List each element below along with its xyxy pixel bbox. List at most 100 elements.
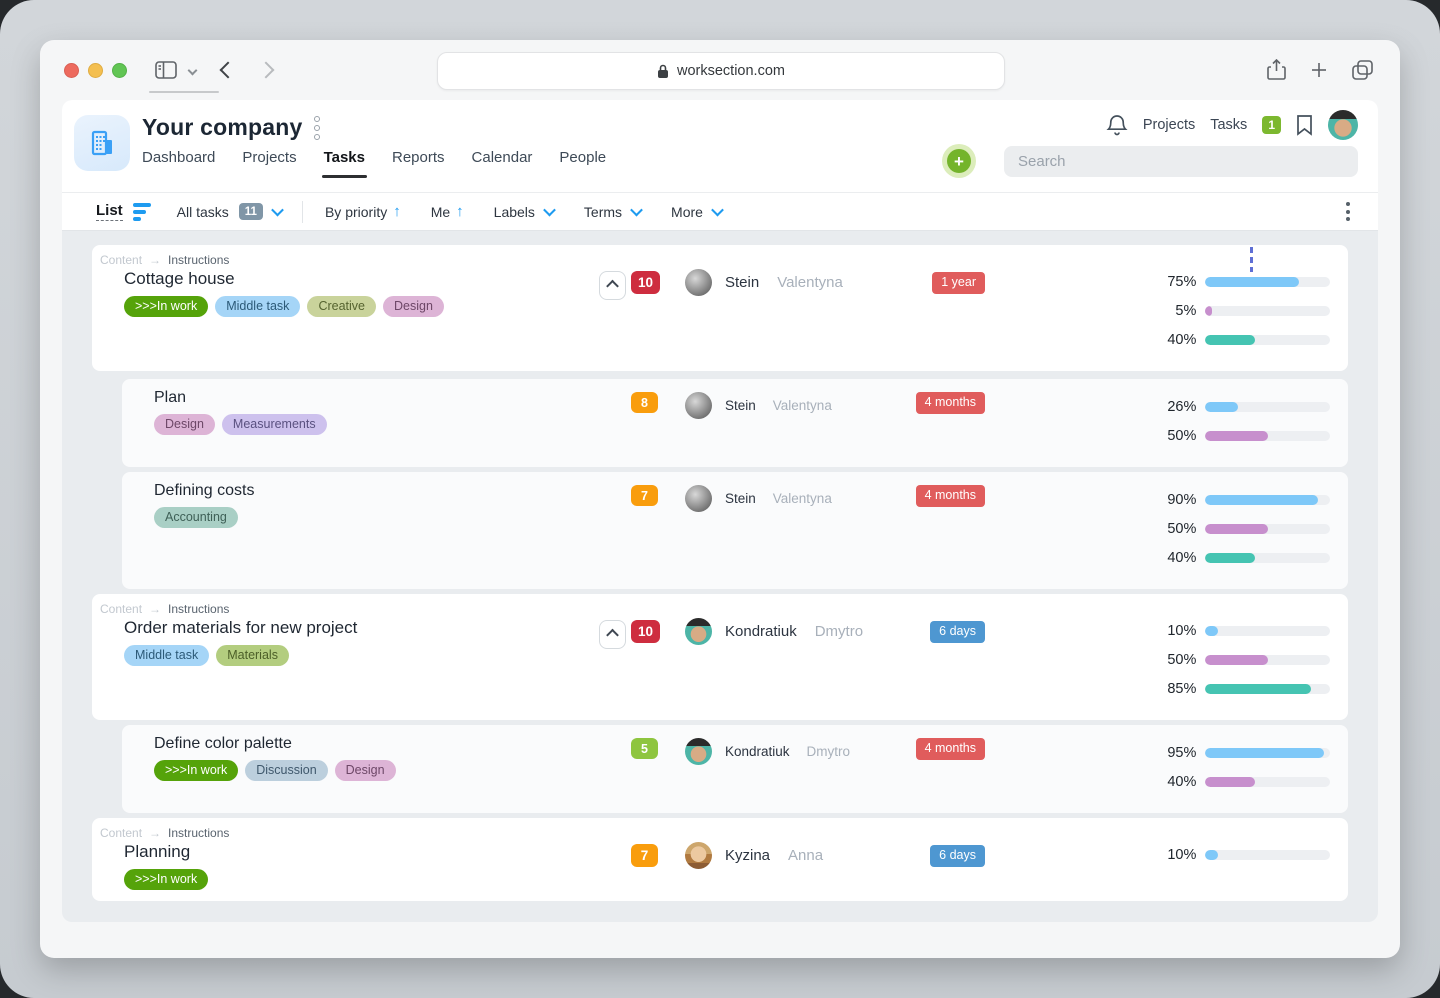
chevron-down-icon[interactable] xyxy=(187,65,198,75)
view-switcher[interactable]: List xyxy=(96,202,123,221)
tab-people[interactable]: People xyxy=(559,149,607,166)
chevron-down-icon[interactable] xyxy=(271,203,284,217)
more-options-icon[interactable] xyxy=(1342,198,1354,225)
assignee-last-name: Kondratiuk xyxy=(725,623,797,640)
close-window-button[interactable] xyxy=(64,62,79,78)
task-row[interactable]: Plan Design Measurements 8 Stein Valentyna 4 m… xyxy=(122,379,1348,467)
bookmark-icon[interactable] xyxy=(1296,114,1313,136)
task-row[interactable]: Define color palette >>>In work Discussion… xyxy=(122,725,1348,813)
minimize-window-button[interactable] xyxy=(88,62,103,78)
comment-count-badge[interactable]: 7 xyxy=(631,485,658,506)
filter-labels[interactable]: Labels xyxy=(494,203,556,220)
task-tag[interactable]: Discussion xyxy=(245,760,328,781)
forward-button[interactable] xyxy=(257,61,275,79)
progress-track xyxy=(1205,777,1330,787)
progress-row: 40% xyxy=(985,774,1330,790)
task-tag[interactable]: Design xyxy=(334,760,396,781)
timeline-marker xyxy=(1250,247,1253,272)
bell-icon[interactable] xyxy=(1106,113,1128,137)
tab-tasks[interactable]: Tasks xyxy=(321,149,368,178)
task-tag[interactable]: Design xyxy=(382,296,444,317)
filter-terms[interactable]: Terms xyxy=(584,204,643,220)
task-tag[interactable]: Measurements xyxy=(221,414,327,435)
tab-reports[interactable]: Reports xyxy=(392,149,445,166)
collapse-button[interactable] xyxy=(599,271,626,300)
tab-overview-icon[interactable] xyxy=(1352,60,1374,80)
address-bar[interactable]: worksection.com xyxy=(437,52,1005,90)
chevron-down-icon xyxy=(543,203,556,217)
task-row[interactable]: Defining costs Accounting 7 Stein Valentyna 4… xyxy=(122,472,1348,589)
collapse-button[interactable] xyxy=(599,620,626,649)
comment-count-badge[interactable]: 8 xyxy=(631,392,658,413)
task-title[interactable]: Cottage house xyxy=(124,269,235,288)
sidebar-icon[interactable] xyxy=(155,61,177,79)
assignee-avatar[interactable] xyxy=(685,485,712,512)
task-tag[interactable]: Design xyxy=(154,414,215,435)
breadcrumb-folder[interactable]: Instructions xyxy=(168,826,230,840)
assignee[interactable]: Stein Valentyna xyxy=(685,392,855,419)
task-tag[interactable]: Accounting xyxy=(154,507,238,528)
progress-row: 10% xyxy=(985,847,1330,863)
new-tab-icon[interactable] xyxy=(1310,61,1328,79)
assignee[interactable]: Kondratiuk Dmytro xyxy=(685,738,855,765)
breadcrumb-project[interactable]: Content xyxy=(100,602,143,616)
list-view-icon[interactable] xyxy=(132,202,151,221)
task-tag[interactable]: >>>In work xyxy=(124,296,209,317)
user-avatar[interactable] xyxy=(1328,110,1358,140)
assignee-avatar[interactable] xyxy=(685,392,712,419)
tab-calendar[interactable]: Calendar xyxy=(471,149,533,166)
task-row[interactable]: Content → Instructions Cottage house >>>In w… xyxy=(92,245,1348,371)
task-tag[interactable]: >>>In work xyxy=(154,760,239,781)
assignee-avatar[interactable] xyxy=(685,738,712,765)
assignee-avatar[interactable] xyxy=(685,618,712,645)
assignee-avatar[interactable] xyxy=(685,269,712,296)
assignee[interactable]: Stein Valentyna xyxy=(685,485,855,512)
task-tag[interactable]: Materials xyxy=(216,645,289,666)
filter-more[interactable]: More xyxy=(671,204,724,220)
zoom-window-button[interactable] xyxy=(112,62,127,78)
assignee[interactable]: Stein Valentyna xyxy=(685,269,855,296)
quick-link-projects[interactable]: Projects xyxy=(1142,117,1196,133)
assignee[interactable]: Kondratiuk Dmytro xyxy=(685,618,863,645)
filter-me[interactable]: Me ↑ xyxy=(430,203,464,220)
share-icon[interactable] xyxy=(1267,59,1286,81)
progress-percent: 10% xyxy=(1167,847,1197,863)
search-input[interactable] xyxy=(1004,145,1358,177)
progress-track xyxy=(1205,306,1330,316)
comment-count-badge[interactable]: 10 xyxy=(631,271,661,294)
assignee-first-name: Valentyna xyxy=(772,491,832,506)
comment-count-badge[interactable]: 10 xyxy=(631,620,661,643)
task-tag[interactable]: Creative xyxy=(307,296,376,317)
comment-count-badge[interactable]: 7 xyxy=(631,844,658,867)
task-title[interactable]: Define color palette xyxy=(154,735,292,752)
company-logo[interactable] xyxy=(74,115,130,171)
tab-dashboard[interactable]: Dashboard xyxy=(142,149,216,166)
task-title[interactable]: Order materials for new project xyxy=(124,618,358,637)
progress-fill xyxy=(1205,850,1218,860)
quick-link-tasks[interactable]: Tasks xyxy=(1210,117,1248,133)
back-button[interactable] xyxy=(219,61,237,79)
task-row[interactable]: Content → Instructions Planning >>>In work 7 K… xyxy=(92,818,1348,901)
breadcrumb-folder[interactable]: Instructions xyxy=(168,602,230,616)
task-title[interactable]: Plan xyxy=(154,389,187,406)
assignee[interactable]: Kyzina Anna xyxy=(685,842,855,869)
progress-row: 5% xyxy=(985,303,1330,319)
breadcrumb-project[interactable]: Content xyxy=(100,826,143,840)
assignee-avatar[interactable] xyxy=(685,842,712,869)
task-tag[interactable]: Middle task xyxy=(124,645,210,666)
add-button[interactable]: + xyxy=(942,144,976,178)
breadcrumb-folder[interactable]: Instructions xyxy=(168,253,230,267)
comment-count-badge[interactable]: 5 xyxy=(631,738,658,759)
breadcrumb-arrow-icon: → xyxy=(149,826,162,840)
all-tasks-filter[interactable]: All tasks xyxy=(176,203,229,220)
breadcrumb-project[interactable]: Content xyxy=(100,253,143,267)
tab-projects[interactable]: Projects xyxy=(242,149,297,166)
company-menu-icon[interactable] xyxy=(314,115,321,140)
task-tag[interactable]: >>>In work xyxy=(124,869,209,890)
task-title[interactable]: Defining costs xyxy=(154,482,255,499)
filter-by-priority[interactable]: By priority ↑ xyxy=(324,203,401,220)
task-row[interactable]: Content → Instructions Order materials for … xyxy=(92,594,1348,720)
task-tag[interactable]: Middle task xyxy=(215,296,301,317)
task-title[interactable]: Planning xyxy=(124,842,191,861)
tasks-count-badge: 1 xyxy=(1262,116,1281,134)
